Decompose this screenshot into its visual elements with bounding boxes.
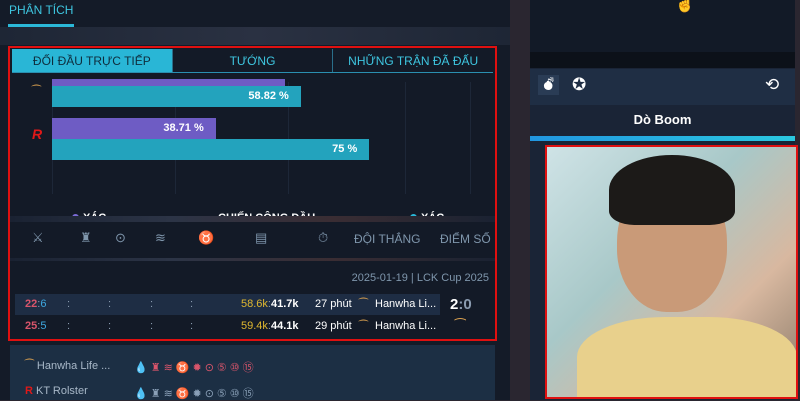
score-header: ĐIỂM SỐ [440,232,491,246]
score-b: 0 [463,296,472,313]
first-blood-chart: ⁀ R XÁC ... CHIẾN CÔNG ĐẦU XÁC ... 58.82… [10,79,495,224]
top-band [530,52,795,68]
kt-logo-icon: R [25,385,36,397]
team-label: Hanwha Life ... [36,360,111,372]
separator [10,258,495,261]
purple-bar: 38.71 % [52,118,216,139]
gridline [288,82,289,194]
teal-bar: 75 % [52,139,370,160]
section-underline [8,24,74,27]
winner-logo-icon: ⁀ [455,318,466,333]
hanwha-logo-icon: ⁀ [25,360,37,372]
section-title[interactable]: PHÂN TÍCH [9,3,74,17]
kt-logo-icon: R [32,126,43,142]
dragon-icon: ≋ [155,230,166,245]
stat-c2: : [67,298,71,310]
tab-champions[interactable]: TƯỚNG [173,49,334,72]
stat-gold: 58.6k:41.7k [241,298,299,310]
score-a: 2 [450,296,459,313]
stopwatch-icon: ⏱ [318,230,329,245]
game-row[interactable]: 25:5:::: 59.4k:44.1k 29 phút ⁀ Hanwha Li... [15,316,440,337]
stats-header: ⚔ ♜ ⊙ ≋ ♉ ▤ ⏱ ĐỘI THẮNG ĐIỂM SỐ [10,224,495,254]
player-name: Dò Boom [633,112,692,127]
match-date: 2025-01-19 | LCK Cup 2025 [351,272,489,284]
stat-c3: : [108,320,112,332]
gold-icon: ▤ [255,230,268,245]
hanwha-logo-icon: ⁀ [32,86,41,98]
stat-a: 22 [25,298,38,310]
top-area: ☝ [530,0,795,52]
active-indicator [530,136,795,141]
team-label: KT Rolster [36,385,88,397]
stat-c2: : [67,320,71,332]
coins-star-icon[interactable]: ✪ [572,75,587,94]
baron-icon: ♉ [198,230,215,245]
game-row[interactable]: 22:6:::: 58.6k:41.7k 27 phút ⁀ Hanwha Li... [15,294,440,315]
photo-shirt [577,317,796,397]
sword-icon: ⚔ [32,230,44,245]
divider-band [0,27,510,45]
objective-icons-kt: 💧♜≋♉✹⊙⑤⑩⑮ [134,388,257,400]
tab-bar: ĐỐI ĐẦU TRỰC TIẾP TƯỚNG NHỮNG TRẬN ĐÃ ĐẤ… [12,49,493,73]
stat-a: 25 [25,320,38,332]
hand-cursor-icon: ☝ [675,0,695,13]
stat-gold: 59.4k:44.1k [241,320,299,332]
history-icon[interactable]: ⟲ [765,75,780,94]
tab-matches[interactable]: NHỮNG TRẬN ĐÃ ĐẤU [348,53,479,68]
stat-c5: : [190,298,194,310]
team-objectives: ⁀ Hanwha Life ... 💧♜≋♉✹⊙⑤⑩⑮ R KT Rolster… [10,345,495,400]
game-winner: Hanwha Li... [375,298,437,310]
gold-a: 59.4k [241,320,268,332]
hanwha-logo-icon: ⁀ [359,299,368,311]
gridline [470,82,471,194]
gold-b: 41.7k [270,298,299,310]
stat-c4: : [150,320,154,332]
tower-icon: ♜ [80,230,92,245]
game-winner: Hanwha Li... [375,320,437,332]
bomb-icon[interactable]: 💣︎ [538,75,559,95]
photo-hair [609,155,735,225]
stat-c3: : [108,298,112,310]
winner-header: ĐỘI THẮNG [354,232,421,246]
stat-kills: 25:5 [25,320,47,332]
gold-b: 44.1k [270,320,299,332]
game-duration: 29 phút [315,320,352,332]
objective-icons-hanwha: 💧♜≋♉✹⊙⑤⑩⑮ [134,362,257,374]
team-name-hanwha: ⁀ Hanwha Life ... [25,359,110,372]
head-to-head-box: ĐỐI ĐẦU TRỰC TIẾP TƯỚNG NHỮNG TRẬN ĐÃ ĐẤ… [8,46,497,341]
player-tabs: 💣︎ ✪ ⟲ [530,69,795,105]
teal-bar: 58.82 % [52,86,301,107]
player-photo [545,145,798,399]
stat-c5: : [190,320,194,332]
hanwha-logo-icon: ⁀ [359,321,368,333]
separator [10,216,495,222]
gridline [405,82,406,194]
team-name-kt: R KT Rolster [25,385,88,397]
inhibitor-icon: ⊙ [115,230,126,245]
stat-b: 6 [40,298,47,310]
series-score: 2:0 [450,296,472,313]
analysis-panel: PHÂN TÍCH ĐỐI ĐẦU TRỰC TIẾP TƯỚNG NHỮNG … [0,0,510,400]
stat-c4: : [150,298,154,310]
stat-b: 5 [40,320,47,332]
game-duration: 27 phút [315,298,352,310]
tab-head-to-head[interactable]: ĐỐI ĐẦU TRỰC TIẾP [12,49,173,72]
gold-a: 58.6k [241,298,268,310]
stat-kills: 22:6 [25,298,47,310]
